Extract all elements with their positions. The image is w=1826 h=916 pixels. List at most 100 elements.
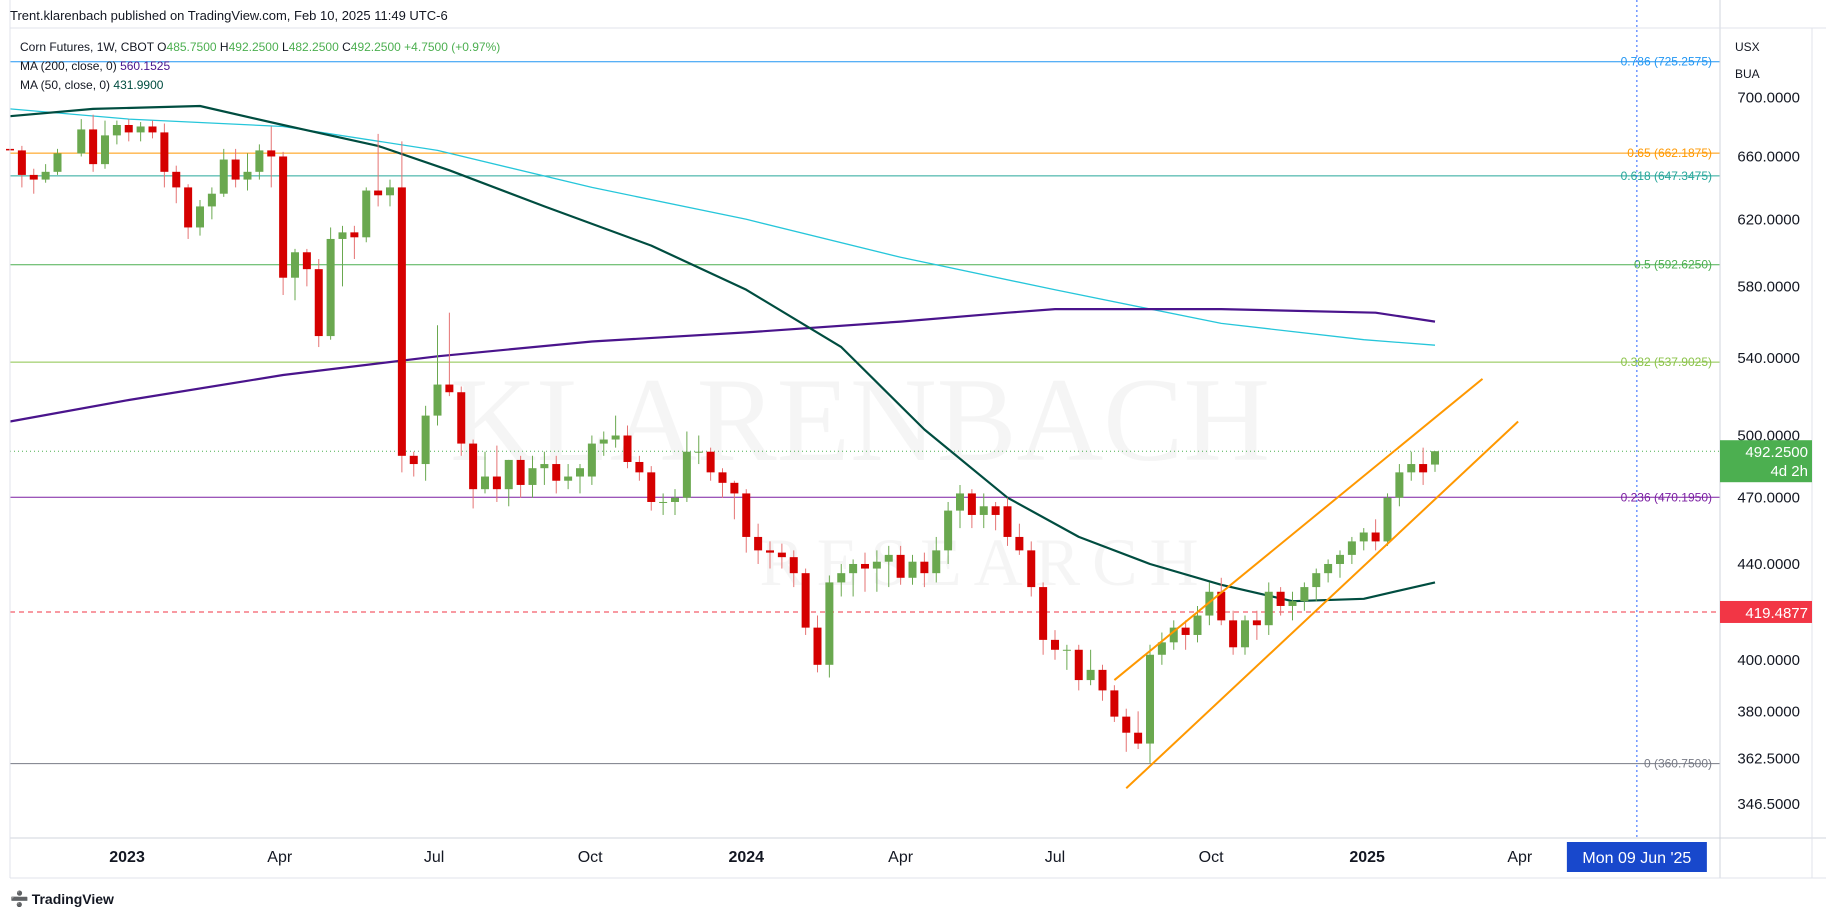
candle-body[interactable]: [896, 554, 905, 578]
candle-body[interactable]: [314, 269, 323, 337]
candle-body[interactable]: [789, 557, 798, 574]
symbol-name[interactable]: Corn Futures, 1W, CBOT: [20, 40, 154, 54]
candle-body[interactable]: [599, 439, 608, 444]
candle-body[interactable]: [1288, 601, 1297, 606]
candle-body[interactable]: [1419, 464, 1428, 473]
candle-body[interactable]: [825, 582, 834, 665]
candle-body[interactable]: [540, 464, 549, 469]
candle-body[interactable]: [267, 150, 276, 157]
candle-body[interactable]: [861, 563, 869, 569]
candle-body[interactable]: [1039, 587, 1048, 640]
symbol-row[interactable]: Corn Futures, 1W, CBOT O485.7500 H492.25…: [20, 38, 500, 57]
candle-body[interactable]: [1110, 690, 1119, 717]
candle-body[interactable]: [849, 563, 858, 574]
candle-body[interactable]: [53, 153, 62, 172]
ma200-legend-row[interactable]: MA (200, close, 0) 560.1525: [20, 57, 500, 76]
candle-body[interactable]: [386, 187, 394, 196]
candle-body[interactable]: [433, 384, 442, 416]
candle-body[interactable]: [718, 472, 727, 483]
candle-body[interactable]: [920, 561, 929, 574]
candle-body[interactable]: [1003, 506, 1012, 537]
candle-body[interactable]: [1395, 472, 1404, 498]
candle-body[interactable]: [884, 554, 893, 562]
candle-body[interactable]: [29, 174, 38, 180]
candle-body[interactable]: [1347, 541, 1356, 555]
candle-body[interactable]: [1300, 587, 1309, 602]
candle-body[interactable]: [1146, 654, 1154, 744]
candle-body[interactable]: [1241, 620, 1249, 648]
candle-body[interactable]: [1169, 627, 1178, 643]
candle-body[interactable]: [457, 392, 466, 444]
candle-body[interactable]: [742, 493, 751, 537]
candle-body[interactable]: [1181, 627, 1190, 635]
candle-body[interactable]: [1062, 649, 1071, 651]
candle-body[interactable]: [409, 455, 418, 465]
candle-body[interactable]: [101, 135, 109, 165]
candle-body[interactable]: [326, 238, 335, 337]
candle-body[interactable]: [1193, 615, 1202, 635]
candle-body[interactable]: [1264, 591, 1273, 626]
candle-body[interactable]: [1051, 639, 1059, 650]
candle-body[interactable]: [421, 415, 430, 465]
candle-body[interactable]: [41, 171, 50, 180]
candle-body[interactable]: [1086, 669, 1095, 681]
candle-body[interactable]: [611, 435, 620, 440]
candle-body[interactable]: [1015, 536, 1024, 551]
candle-body[interactable]: [1122, 716, 1131, 733]
candle-body[interactable]: [706, 451, 715, 473]
candle-body[interactable]: [160, 132, 169, 172]
candle-body[interactable]: [1383, 497, 1392, 542]
candle-body[interactable]: [1205, 591, 1214, 616]
candle-body[interactable]: [481, 476, 489, 490]
candle-body[interactable]: [576, 468, 584, 477]
unit-tag[interactable]: BUA: [1735, 67, 1760, 81]
candle-body[interactable]: [492, 476, 501, 490]
candle-body[interactable]: [777, 552, 786, 558]
candle-body[interactable]: [682, 451, 691, 498]
candle-body[interactable]: [172, 171, 181, 188]
candle-body[interactable]: [124, 124, 133, 133]
candle-body[interactable]: [350, 232, 359, 238]
candle-body[interactable]: [291, 252, 299, 278]
candle-body[interactable]: [397, 187, 406, 456]
ma50-legend-row[interactable]: MA (50, close, 0) 431.9900: [20, 76, 500, 95]
candle-body[interactable]: [1407, 464, 1416, 473]
candle-body[interactable]: [445, 384, 454, 393]
candle-body[interactable]: [184, 187, 193, 228]
candle-body[interactable]: [908, 561, 917, 578]
candle-body[interactable]: [552, 464, 561, 481]
candle-body[interactable]: [694, 451, 703, 453]
candle-body[interactable]: [279, 156, 288, 278]
candle-body[interactable]: [338, 232, 347, 239]
candle-body[interactable]: [967, 493, 976, 515]
candle-body[interactable]: [469, 443, 478, 490]
candle-body[interactable]: [837, 573, 846, 583]
candle-body[interactable]: [207, 193, 216, 207]
candle-body[interactable]: [1371, 532, 1380, 542]
candle-body[interactable]: [730, 482, 739, 494]
candle-body[interactable]: [635, 461, 644, 473]
candle-body[interactable]: [671, 497, 679, 502]
candle-body[interactable]: [1431, 451, 1439, 465]
candle-body[interactable]: [1336, 554, 1344, 564]
candle-body[interactable]: [647, 472, 656, 502]
candle-body[interactable]: [302, 252, 311, 270]
candle-body[interactable]: [564, 476, 573, 481]
candle-body[interactable]: [659, 501, 668, 503]
candle-body[interactable]: [1157, 642, 1166, 655]
candle-body[interactable]: [991, 506, 1000, 515]
candle-body[interactable]: [1074, 649, 1083, 681]
candle-body[interactable]: [801, 573, 810, 628]
tradingview-logo[interactable]: ➗ TradingView: [10, 890, 114, 908]
candle-body[interactable]: [112, 124, 121, 136]
candle-body[interactable]: [362, 190, 371, 238]
candle-body[interactable]: [813, 627, 822, 665]
currency-tag[interactable]: USX: [1735, 40, 1760, 54]
candle-body[interactable]: [956, 493, 964, 511]
candle-body[interactable]: [77, 129, 86, 154]
candle-body[interactable]: [243, 171, 252, 180]
candle-body[interactable]: [1027, 550, 1036, 588]
candle-body[interactable]: [504, 459, 513, 490]
candle-body[interactable]: [979, 506, 988, 515]
